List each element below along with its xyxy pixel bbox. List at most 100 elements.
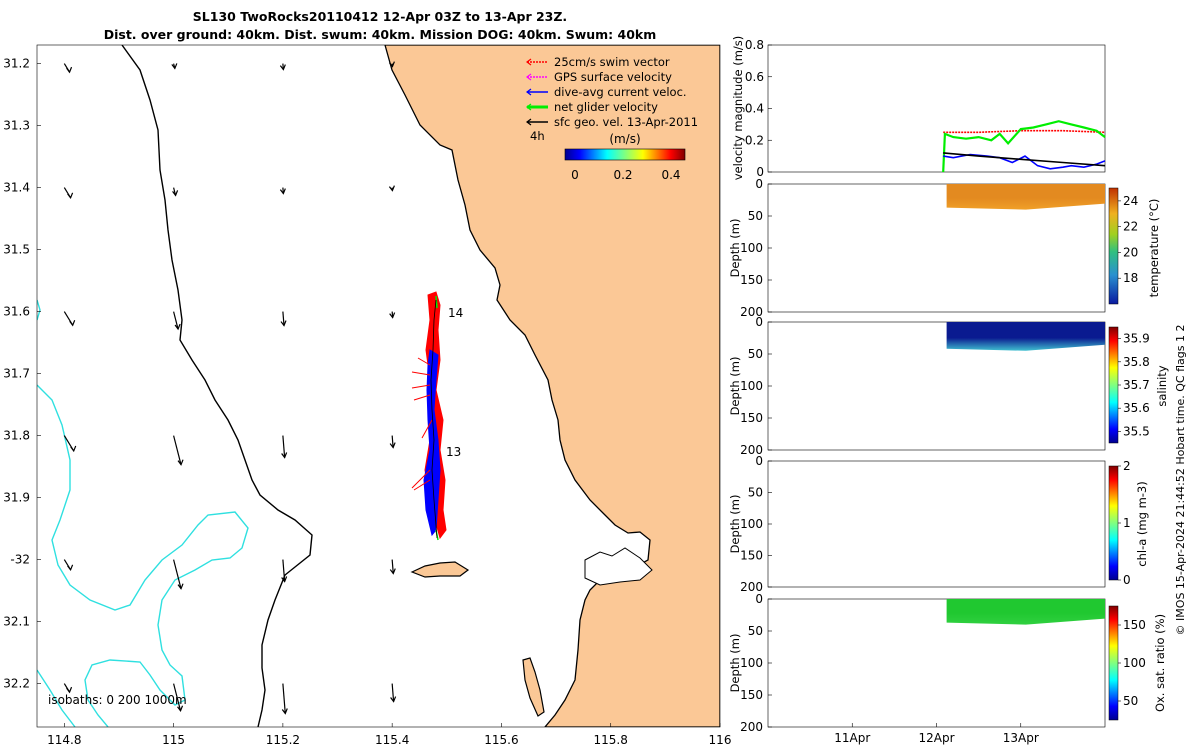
geo-vector-head [390,696,397,703]
colorbar-tick-label: 35.8 [1123,355,1150,369]
chla-panel: 0 50 100 150 200 Depth (m) 0 1 2 chl-a (mg m-3… [728,454,1149,594]
colorbar-tick-label: 35.5 [1123,424,1150,438]
colorbar-tick-label: 20 [1123,245,1138,259]
swim-vector-arrows [411,357,433,491]
colorbar-units-label: (m/s) [609,132,640,146]
legend-arrowhead [526,58,532,66]
geo-vector-head [281,576,288,583]
depth-tick-label: 50 [748,209,763,223]
chla-axes [767,460,1106,588]
map-y-tick-label: 32.1 [3,615,30,629]
depth-tick-label: 150 [740,549,763,563]
legend-arrowhead [526,88,532,96]
colorbar-tick-label: 150 [1123,618,1146,632]
time-tick-label: 11Apr [834,731,870,745]
salinity-panel: 0 50 100 150 200 Depth (m) 35.5 35.6 35.7 35.8 3… [728,315,1169,457]
chla-colorbar [1108,465,1119,581]
geo-vector-head [389,312,396,319]
legend-label: dive-avg current veloc. [554,85,687,99]
colorbar-tick-label: 24 [1123,194,1138,208]
colorbar-tick-label: 100 [1123,656,1146,670]
speed-colorbar [564,148,686,161]
map-y-tick-label: 31.3 [3,119,30,133]
geo-vector-arrow [391,559,394,574]
geo-vector-head [389,442,396,449]
isobath-200m-upper [37,299,41,321]
geo-vector-head [279,188,286,195]
velocity-axes [767,44,1106,173]
map-y-tick-label: 31.6 [3,305,30,319]
geo-vector-head [388,61,395,68]
colorbar-tick-label: 50 [1123,694,1138,708]
section-data [946,599,1105,625]
title-line-1: SL130 TwoRocks20110412 12-Apr 03Z to 13-… [193,9,567,24]
map-x-tick-label: 116 [709,733,732,747]
chla-colorbar-label: chl-a (mg m-3) [1135,481,1149,566]
geo-vector-head [279,64,286,71]
geo-vector-head [281,452,288,459]
map-x-tick-label: 115.2 [266,733,300,747]
geo-vector-arrow [173,683,182,711]
oxygen-colorbar-label: Ox. sat. ratio (%) [1153,614,1167,712]
legend-label: net glider velocity [554,100,658,114]
velocity-series-line [943,129,1106,134]
depth-tick-label: 0 [755,592,763,606]
geo-vector-arrow [282,435,286,458]
map-x-ticks: 114.8 115 115.2 115.4 115.6 115.8 116 [47,723,731,747]
colorbar-tick-label: 0.4 [661,168,680,182]
section-data [946,184,1105,210]
chla-ylabel: Depth (m) [728,495,742,554]
isobaths-label: isobaths: 0 200 1000m [48,693,187,707]
land-area [384,45,720,727]
isobath-200m [37,384,249,727]
time-tick-label: 13Apr [1003,731,1039,745]
geo-vector-arrow [391,435,394,448]
legend-arrowhead [526,73,532,81]
depth-tick-label: 100 [740,241,763,255]
map-y-tick-label: 31.9 [3,491,30,505]
oxygen-colorbar [1108,605,1119,721]
map-panel: 14 13 114.8 115 115.2 115.4 115.6 115.8 116 31… [3,44,731,747]
temperature-colorbar [1108,187,1119,305]
legend-arrowhead [526,118,532,126]
colorbar-tick-label: 22 [1123,220,1138,234]
geo-vector-head [174,323,181,331]
colorbar-tick-label: 1 [1123,516,1131,530]
oxygen-ylabel: Depth (m) [728,634,742,693]
velocity-tick-label: 0.2 [745,133,764,147]
temperature-ylabel: Depth (m) [728,219,742,278]
colorbar-tick-label: 2 [1123,459,1131,473]
geo-vector-head [69,320,76,327]
map-x-tick-label: 115.6 [484,733,518,747]
colorbar-tick-label: 0 [571,168,579,182]
map-x-tick-label: 114.8 [47,733,81,747]
colorbar-tick-label: 0 [1123,573,1131,587]
legend-arrowhead [526,103,532,111]
geo-vector-head [177,459,184,466]
colorbar-tick-label: 35.6 [1123,401,1150,415]
geo-vector-head [281,708,288,715]
oxygen-panel: 0 50 100 150 200 11Apr 12Apr 13Apr Depth (m) 5… [728,592,1167,745]
geo-vector-head [177,705,184,712]
depth-tick-label: 0 [755,315,763,329]
depth-tick-label: 0 [755,454,763,468]
depth-tick-label: 150 [740,688,763,702]
temperature-colorbar-label: temperature (°C) [1147,199,1161,298]
velocity-panel: 0 0.2 0.4 0.6 0.8 velocity magnitude (m/s) [731,36,1106,181]
map-frame [36,44,721,728]
geo-vector-arrow [173,311,179,330]
map-y-tick-label: -32 [10,553,30,567]
colorbar-tick-label: 18 [1123,271,1138,285]
geo-vector-head [389,568,396,575]
legend-label: 25cm/s swim vector [554,55,670,69]
time-tick-label: 12Apr [918,731,954,745]
island-rottnest [410,561,470,578]
map-y-tick-label: 31.7 [3,367,30,381]
geo-vector-arrow [282,311,285,326]
map-y-tick-label: 31.5 [3,243,30,257]
geo-vector-head [177,583,184,590]
velocity-ylabel: velocity magnitude (m/s) [731,36,745,181]
depth-tick-label: 50 [748,624,763,638]
velocity-series [942,120,1106,173]
